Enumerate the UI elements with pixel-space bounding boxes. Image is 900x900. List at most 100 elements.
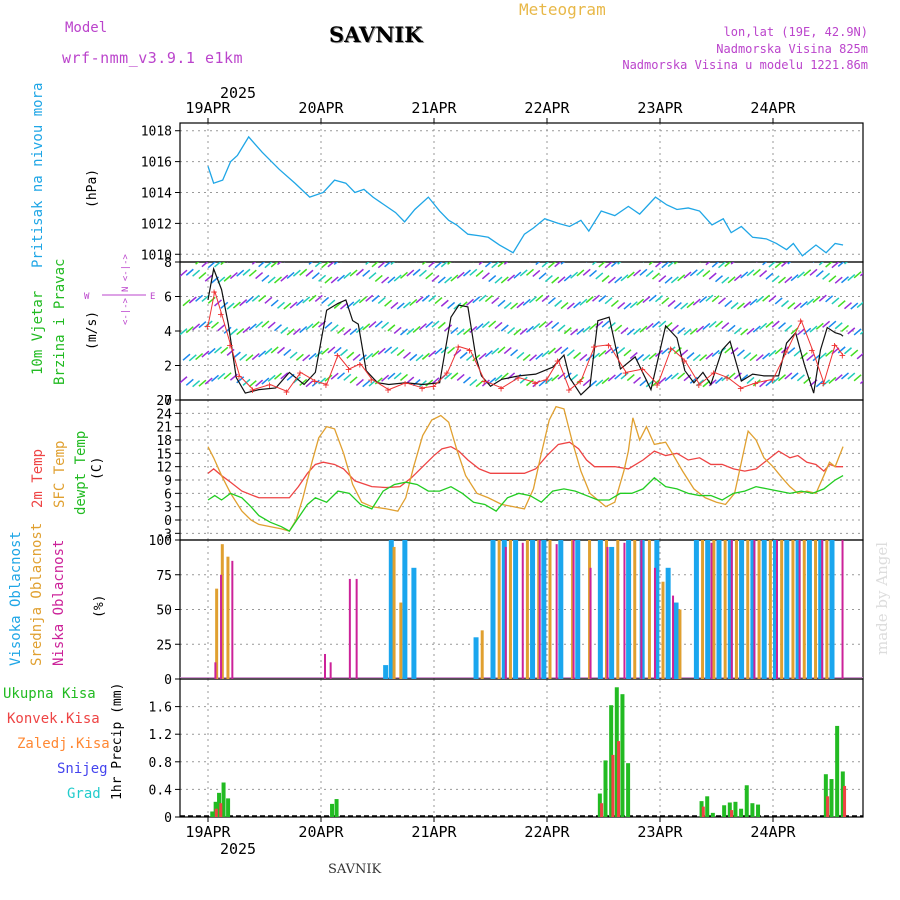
wind-barb: [444, 372, 453, 380]
wind-barb: [547, 347, 556, 355]
wind-barb: [397, 262, 399, 263]
wind-barb: [374, 377, 383, 385]
wind-barb: [365, 352, 374, 360]
wind-barb: [610, 346, 619, 354]
gust-marker: +: [345, 363, 352, 376]
wind-barb: [554, 346, 563, 354]
gust-marker: +: [639, 363, 646, 376]
wind-barb: [248, 269, 257, 277]
wind-barb: [822, 320, 831, 328]
wind-barb: [853, 271, 862, 279]
wind-barb: [582, 325, 591, 333]
wind-barb: [248, 380, 257, 388]
wind-barb: [491, 297, 500, 305]
precip-conv-bar: [826, 796, 830, 817]
wind-barb: [762, 262, 768, 266]
compass-n: N <-|->: [121, 253, 131, 292]
wind-barb: [409, 298, 418, 306]
wind-barb: [620, 274, 629, 282]
wind-barb: [699, 262, 701, 263]
cloud-low-bar: [589, 567, 592, 679]
cloud-low-bar: [623, 542, 626, 679]
cloud-mid-bar: [723, 540, 727, 679]
wind-barb: [296, 254, 303, 260]
wind-barb: [670, 324, 679, 332]
top-year-label: 2025: [220, 84, 256, 102]
wind-barb: [371, 350, 380, 358]
cloud-high-bar: [626, 540, 632, 679]
wind-barb: [595, 379, 604, 387]
wind-barb: [425, 321, 434, 329]
wind-barb: [711, 349, 720, 358]
wind-barb: [870, 296, 877, 302]
wind-barb: [648, 294, 657, 302]
wind-barb: [670, 276, 679, 284]
gust-marker: +: [605, 339, 612, 352]
cloud-high-bar: [784, 540, 790, 679]
wind-barb: [406, 269, 415, 277]
gust-marker: +: [543, 373, 550, 386]
precip-total-bar: [744, 785, 749, 817]
cloud-plot: [180, 540, 863, 679]
gust-marker: +: [211, 285, 218, 298]
ytick-label: 15: [156, 447, 172, 462]
wind-barb: [799, 300, 808, 309]
wind-barb: [592, 294, 600, 302]
wind-barb: [683, 328, 692, 336]
wind-barb: [790, 372, 799, 380]
wind-barb: [303, 262, 304, 263]
wind-barb: [421, 294, 430, 302]
wind-barb: [299, 268, 308, 276]
wind-barb: [815, 322, 824, 330]
wind-barb: [349, 376, 358, 384]
wind-barb: [396, 348, 405, 357]
wind-barb: [626, 328, 635, 336]
wind-barb: [229, 328, 238, 336]
ytick-label: 1010: [141, 248, 172, 263]
wind-barb: [510, 302, 519, 310]
wind-barb: [733, 274, 742, 282]
gust-marker: +: [769, 373, 776, 386]
cloud-mid-bar: [497, 540, 501, 679]
wind-barb: [648, 262, 654, 266]
precip-total-bar: [823, 774, 828, 817]
cloud-high-bar: [513, 540, 519, 679]
precip-total-bar: [614, 687, 619, 817]
cloud-low-bar: [220, 574, 223, 679]
wind-barb: [340, 302, 348, 310]
cloud-high-bar: [739, 540, 745, 679]
gust-marker: +: [419, 382, 426, 395]
wind-barb: [526, 268, 534, 276]
wind-barb: [211, 321, 219, 329]
wind-barb: [749, 298, 758, 306]
cloud-mid-bar: [508, 540, 512, 679]
wind-barb: [447, 301, 456, 310]
wind-barb: [778, 322, 786, 330]
wind-barb: [834, 374, 843, 382]
ytick-label: 1.6: [149, 701, 172, 716]
wind-barb: [337, 326, 345, 334]
wind-barb: [705, 352, 714, 360]
wind-barb: [639, 325, 648, 333]
wind-barb: [551, 276, 560, 284]
wind-barb: [223, 372, 232, 380]
cloud-low-bar: [710, 542, 713, 679]
gust-marker: +: [797, 315, 804, 328]
wind-barb: [743, 301, 752, 309]
wind-barb: [544, 320, 553, 328]
wind-barb: [715, 275, 723, 283]
cloud-mid-bar: [525, 540, 529, 679]
gust-marker: +: [532, 377, 539, 390]
wind-barb: [859, 331, 863, 335]
cloud-mid-bar: [791, 540, 795, 679]
wind-barb: [500, 372, 509, 380]
wind-barb: [809, 268, 818, 276]
cloud-low-bar: [640, 540, 643, 679]
wind-barb: [239, 299, 248, 307]
wind-barb: [390, 262, 395, 265]
wind-barb: [450, 326, 459, 335]
wind-barb: [774, 297, 783, 305]
wind-barb: [305, 323, 314, 331]
wind-barb: [239, 353, 248, 361]
